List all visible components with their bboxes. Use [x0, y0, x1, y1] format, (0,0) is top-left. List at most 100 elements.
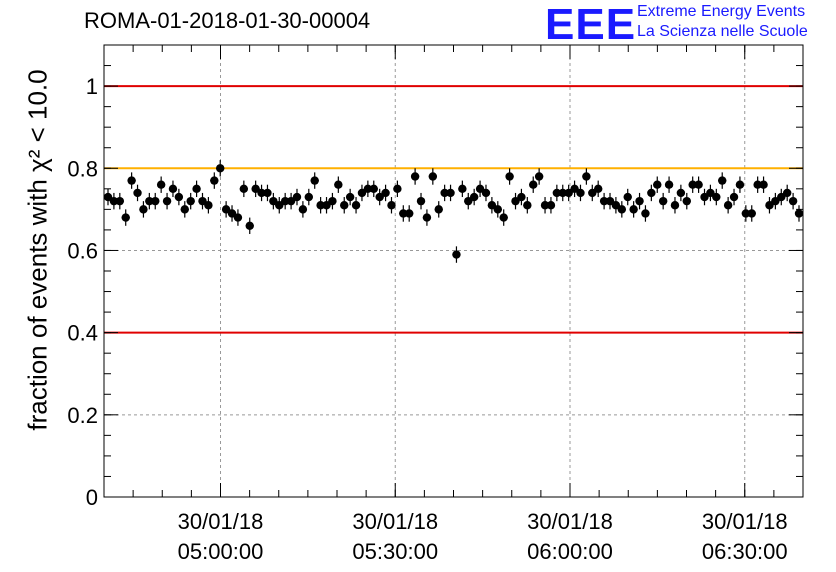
- data-point: [788, 196, 798, 206]
- data-point: [103, 192, 113, 202]
- data-point: [475, 184, 485, 194]
- data-point: [410, 172, 420, 181]
- data-point: [340, 201, 349, 210]
- y-tick-label: 0.4: [67, 321, 98, 346]
- data-point: [469, 192, 479, 202]
- eee-logo: EEE: [545, 0, 637, 49]
- data-point: [682, 196, 691, 206]
- data-point: [405, 209, 414, 218]
- data-point: [493, 205, 502, 214]
- data-point: [168, 184, 178, 194]
- data-point: [127, 176, 136, 185]
- logo-text-line2: La Scienza nelle Scuole: [637, 23, 808, 40]
- data-point: [440, 188, 449, 198]
- data-point: [139, 205, 148, 214]
- x-tick-date: 30/01/18: [178, 509, 264, 534]
- data-point: [257, 188, 266, 198]
- data-point: [593, 184, 603, 194]
- data-point: [735, 180, 745, 189]
- data-point: [529, 180, 538, 189]
- data-point: [434, 205, 443, 214]
- data-point: [156, 180, 166, 189]
- data-point: [381, 188, 390, 198]
- data-point: [145, 196, 154, 206]
- data-point: [292, 192, 302, 202]
- data-point: [115, 196, 125, 206]
- data-point: [399, 209, 408, 218]
- data-point: [481, 188, 491, 198]
- data-point: [552, 188, 562, 198]
- data-point: [416, 196, 426, 206]
- data-point: [582, 172, 591, 181]
- data-point: [747, 209, 756, 218]
- data-point: [121, 213, 130, 222]
- data-point: [334, 180, 343, 189]
- x-axis: 30/01/18 05:00:00 30/01/18 05:30:00 30/01/18…: [103, 45, 804, 564]
- data-point: [363, 184, 373, 194]
- data-point: [794, 209, 804, 218]
- data-point: [623, 192, 632, 202]
- data-point: [487, 201, 497, 210]
- x-tick-date: 30/01/18: [702, 509, 788, 534]
- data-point: [322, 201, 331, 210]
- data-point: [712, 192, 721, 202]
- data-point: [676, 188, 686, 198]
- data-point: [641, 209, 650, 218]
- data-point: [653, 180, 662, 189]
- y-axis: 0 0.2 0.4 0.6 0.8 1: [67, 44, 803, 510]
- data-point: [706, 188, 715, 198]
- data-point: [298, 205, 308, 214]
- y-tick-label: 0: [86, 485, 98, 510]
- data-point: [759, 180, 768, 189]
- data-point: [523, 201, 532, 210]
- data-point: [458, 184, 467, 194]
- data-point: [505, 172, 514, 181]
- data-point: [546, 201, 556, 210]
- data-point: [718, 176, 727, 185]
- data-point: [771, 196, 780, 206]
- data-point: [464, 196, 473, 206]
- data-point: [599, 196, 609, 206]
- data-point: [499, 213, 508, 222]
- data-point: [162, 196, 172, 206]
- data-point: [611, 201, 621, 210]
- data-point: [428, 172, 438, 181]
- data-point: [782, 188, 792, 198]
- y-tick-label: 0.6: [67, 238, 98, 263]
- data-point: [275, 201, 284, 210]
- data-point: [357, 188, 367, 198]
- data-point: [387, 201, 396, 210]
- data-point: [517, 192, 526, 202]
- data-point: [729, 192, 739, 202]
- data-point: [452, 250, 461, 259]
- data-point: [777, 192, 786, 202]
- data-point: [670, 201, 680, 210]
- data-point: [564, 188, 573, 198]
- grid-lines: [104, 45, 803, 497]
- y-tick-label: 1: [86, 74, 98, 99]
- data-point: [741, 209, 751, 218]
- data-point: [204, 201, 213, 210]
- data-point: [316, 201, 325, 210]
- data-point: [345, 192, 355, 202]
- data-point: [753, 180, 762, 189]
- data-point: [658, 196, 668, 206]
- data-point: [245, 221, 254, 230]
- data-point: [635, 196, 644, 206]
- x-tick-date: 30/01/18: [352, 509, 438, 534]
- data-point: [174, 192, 184, 202]
- data-points: [103, 160, 804, 263]
- plot-frame: [103, 44, 804, 498]
- data-point: [664, 180, 674, 189]
- data-point: [239, 184, 249, 194]
- data-point: [629, 205, 638, 214]
- data-point: [576, 188, 585, 198]
- y-tick-label: 0.2: [67, 403, 98, 428]
- logo-text-line1: Extreme Energy Events: [637, 3, 806, 20]
- data-point: [328, 196, 337, 206]
- data-point: [422, 213, 432, 222]
- data-point: [133, 188, 142, 198]
- data-point: [310, 176, 319, 185]
- data-point: [647, 188, 656, 198]
